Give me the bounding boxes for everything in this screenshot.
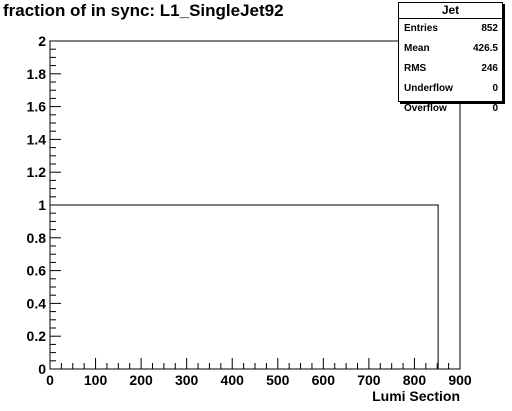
- stats-row-underflow: Underflow 0: [399, 79, 502, 99]
- x-tick-label: 800: [403, 372, 427, 388]
- chart-title: fraction of in sync: L1_SingleJet92: [3, 1, 284, 20]
- histogram-bar: [49, 204, 439, 369]
- y-tick-label: 0: [38, 361, 46, 377]
- stats-label: Mean: [404, 43, 430, 54]
- x-tick-label: 600: [312, 372, 336, 388]
- stats-row-rms: RMS 246: [399, 59, 502, 79]
- stats-row-overflow: Overflow 0: [399, 99, 502, 119]
- stats-box: Jet Entries 852 Mean 426.5 RMS 246 Under…: [398, 2, 503, 114]
- y-tick-label: 1.2: [27, 164, 47, 180]
- stats-value: 852: [481, 23, 498, 34]
- x-tick-label: 700: [357, 372, 381, 388]
- stats-label: Entries: [404, 23, 438, 34]
- y-tick-label: 2: [38, 33, 46, 49]
- x-tick-label: 500: [266, 372, 290, 388]
- y-tick-label: 1.4: [27, 131, 47, 147]
- y-tick-label: 1.6: [27, 99, 47, 115]
- stats-value: 0: [492, 83, 498, 94]
- x-tick-label: 400: [221, 372, 245, 388]
- stats-row-mean: Mean 426.5: [399, 39, 502, 59]
- y-tick-label: 0.8: [27, 230, 47, 246]
- stats-row-entries: Entries 852: [399, 19, 502, 39]
- stats-label: RMS: [404, 63, 427, 74]
- stats-value: 0: [492, 103, 498, 114]
- x-tick-label: 900: [448, 372, 472, 388]
- stats-label: Overflow: [404, 103, 447, 114]
- y-tick-label: 1: [38, 197, 46, 213]
- y-tick-label: 0.4: [27, 295, 47, 311]
- x-tick-label: 0: [46, 372, 54, 388]
- stats-label: Underflow: [404, 83, 453, 94]
- x-tick-label: 100: [84, 372, 108, 388]
- y-tick-label: 1.8: [27, 66, 47, 82]
- stats-value: 246: [481, 63, 498, 74]
- y-tick-label: 0.2: [27, 328, 47, 344]
- y-tick-label: 0.6: [27, 263, 47, 279]
- x-axis-label: Lumi Section: [372, 388, 460, 404]
- x-tick-label: 300: [175, 372, 199, 388]
- x-tick-label: 200: [129, 372, 153, 388]
- stats-value: 426.5: [472, 43, 498, 54]
- stats-title: Jet: [399, 3, 502, 19]
